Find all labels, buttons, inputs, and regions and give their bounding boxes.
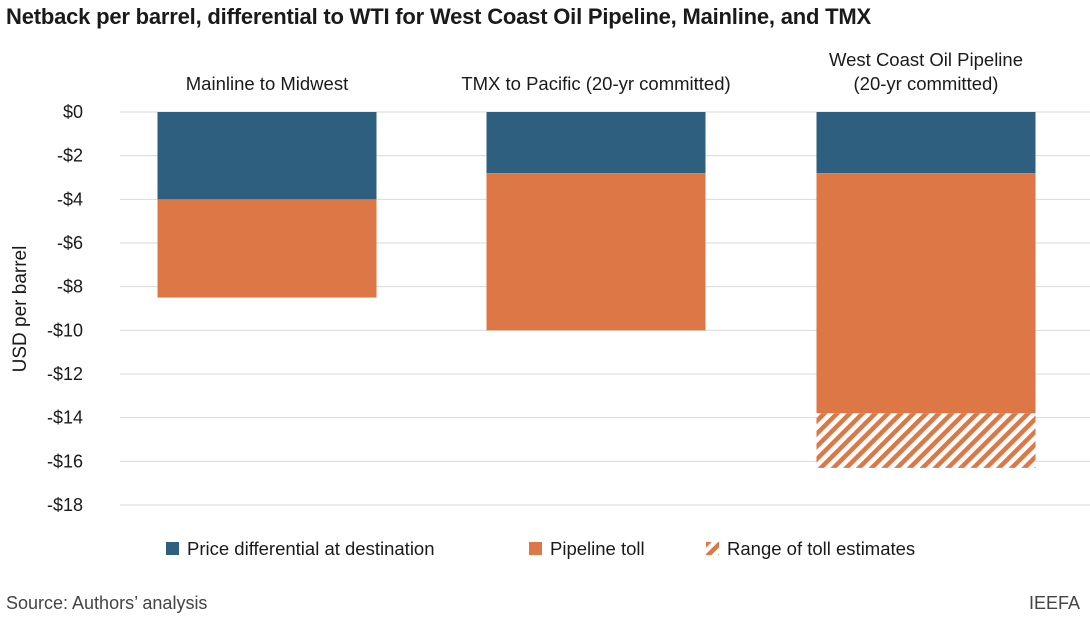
toll-bar [816, 173, 1036, 414]
legend-swatch [706, 542, 719, 555]
differential-bar [486, 112, 706, 174]
y-tick-label: -$2 [57, 146, 83, 166]
legend-swatch [529, 542, 542, 555]
y-tick-label: -$10 [47, 320, 83, 340]
y-tick-labels: $0 -$2 -$4 -$6 -$8 -$10 -$12 -$14 -$16 -$18 [47, 102, 83, 515]
publisher-credit: IEEFA [1028, 593, 1080, 613]
legend-label: Pipeline toll [550, 538, 645, 559]
y-tick-label: -$16 [47, 451, 83, 471]
bars [157, 112, 1036, 468]
source-note: Source: Authors’ analysis [6, 593, 208, 613]
differential-bar [816, 112, 1036, 174]
legend-label: Range of toll estimates [727, 538, 915, 559]
legend: Price differential at destination Pipelin… [166, 538, 915, 559]
category-label: TMX to Pacific (20-yr committed) [461, 73, 730, 94]
differential-bar [157, 112, 377, 200]
y-axis-label: USD per barrel [10, 246, 31, 373]
category-labels: Mainline to Midwest TMX to Pacific (20-yr… [186, 49, 1023, 94]
y-tick-label: -$18 [47, 495, 83, 515]
chart-title: Netback per barrel, differential to WTI … [6, 4, 871, 29]
category-label: West Coast Oil Pipeline [829, 49, 1023, 70]
toll-bar [486, 173, 706, 331]
y-tick-label: -$6 [57, 233, 83, 253]
toll-bar [157, 199, 377, 298]
y-tick-label: -$12 [47, 364, 83, 384]
y-tick-label: -$14 [47, 408, 83, 428]
toll-range-bar [816, 413, 1036, 468]
category-label: (20-yr committed) [854, 73, 999, 94]
y-tick-label: $0 [63, 102, 83, 122]
legend-label: Price differential at destination [187, 538, 435, 559]
y-tick-label: -$8 [57, 277, 83, 297]
y-tick-label: -$4 [57, 189, 83, 209]
category-label: Mainline to Midwest [186, 73, 348, 94]
legend-swatch [166, 542, 179, 555]
